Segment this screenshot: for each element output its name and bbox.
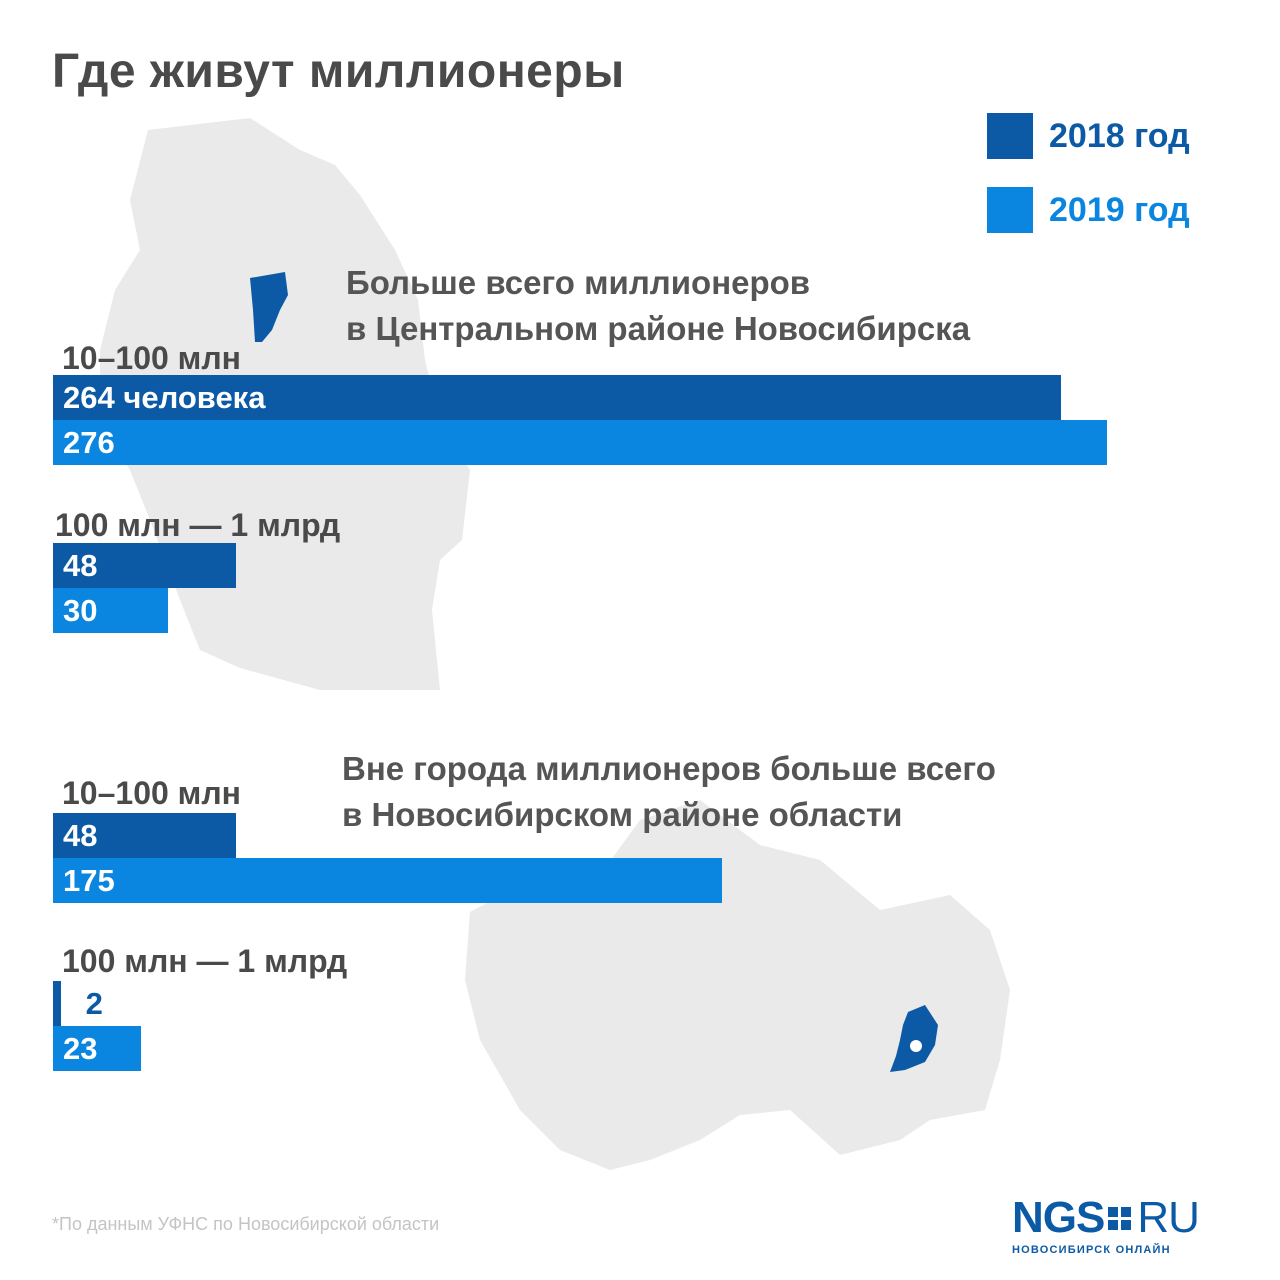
city-district-highlight bbox=[250, 272, 288, 342]
bar-label-0-1-2019: 30 bbox=[63, 593, 98, 628]
bar-label-1-0-2019: 175 bbox=[63, 863, 115, 898]
bar-label-0-1-2018: 48 bbox=[63, 548, 98, 583]
bar-1-0-2019 bbox=[53, 858, 722, 903]
logo-suffix-text: RU bbox=[1137, 1193, 1200, 1242]
legend: 2018 год 2019 год bbox=[987, 112, 1190, 260]
section-heading-region-line2: в Новосибирском районе области bbox=[342, 796, 903, 833]
legend-swatch-2019 bbox=[987, 187, 1033, 233]
legend-label-2018: 2018 год bbox=[1049, 116, 1190, 155]
bar-0-0-2019 bbox=[53, 420, 1108, 465]
bar-label-1-1-2019: 23 bbox=[63, 1031, 98, 1066]
bar-label-1-0-2018: 48 bbox=[63, 818, 98, 853]
bar-0-1-2018 bbox=[53, 543, 237, 588]
category-label-1-1: 100 млн — 1 млрд bbox=[62, 943, 348, 979]
logo-wordmark: NGS RU bbox=[1012, 1196, 1236, 1240]
category-label-0-0: 10–100 млн bbox=[62, 340, 241, 376]
bar-0-1-2019 bbox=[53, 588, 168, 633]
section-heading-city: Больше всего миллионеров в Центральном р… bbox=[346, 260, 970, 352]
bar-label-0-0-2019: 276 bbox=[63, 425, 115, 460]
legend-item-2018: 2018 год bbox=[987, 112, 1190, 160]
section-heading-city-line2: в Центральном районе Новосибирска bbox=[346, 310, 971, 347]
bar-label-0-0-2018: 264 человека bbox=[63, 380, 266, 415]
section-heading-city-line1: Больше всего миллионеров bbox=[346, 264, 811, 301]
logo-squares-icon bbox=[1108, 1206, 1132, 1230]
city-marker bbox=[910, 1040, 922, 1052]
legend-label-2019: 2019 год bbox=[1049, 190, 1190, 229]
page-title: Где живут миллионеры bbox=[52, 45, 625, 98]
ngs-logo: NGS RU НОВОСИБИРСК ОНЛАЙН bbox=[1012, 1196, 1236, 1257]
bar-1-1-2018 bbox=[53, 981, 61, 1026]
legend-swatch-2018 bbox=[987, 113, 1033, 159]
logo-main-text: NGS bbox=[1012, 1193, 1105, 1242]
bar-1-0-2018 bbox=[53, 813, 237, 858]
source-footnote: *По данным УФНС по Новосибирской области bbox=[52, 1214, 440, 1234]
category-label-0-1: 100 млн — 1 млрд bbox=[55, 507, 341, 543]
bar-1-1-2019 bbox=[53, 1026, 141, 1071]
category-label-1-0: 10–100 млн bbox=[62, 775, 241, 811]
bar-0-0-2018 bbox=[53, 375, 1062, 420]
region-map-silhouette bbox=[465, 800, 1010, 1170]
section-heading-region-line1: Вне города миллионеров больше всего bbox=[342, 750, 996, 787]
bar-label-1-1-2018: 2 bbox=[85, 986, 103, 1021]
section-heading-region: Вне города миллионеров больше всего в Но… bbox=[342, 746, 996, 838]
logo-subtitle: НОВОСИБИРСК ОНЛАЙН bbox=[1012, 1244, 1171, 1256]
region-district-highlight bbox=[890, 1005, 938, 1072]
legend-item-2019: 2019 год bbox=[987, 186, 1190, 234]
